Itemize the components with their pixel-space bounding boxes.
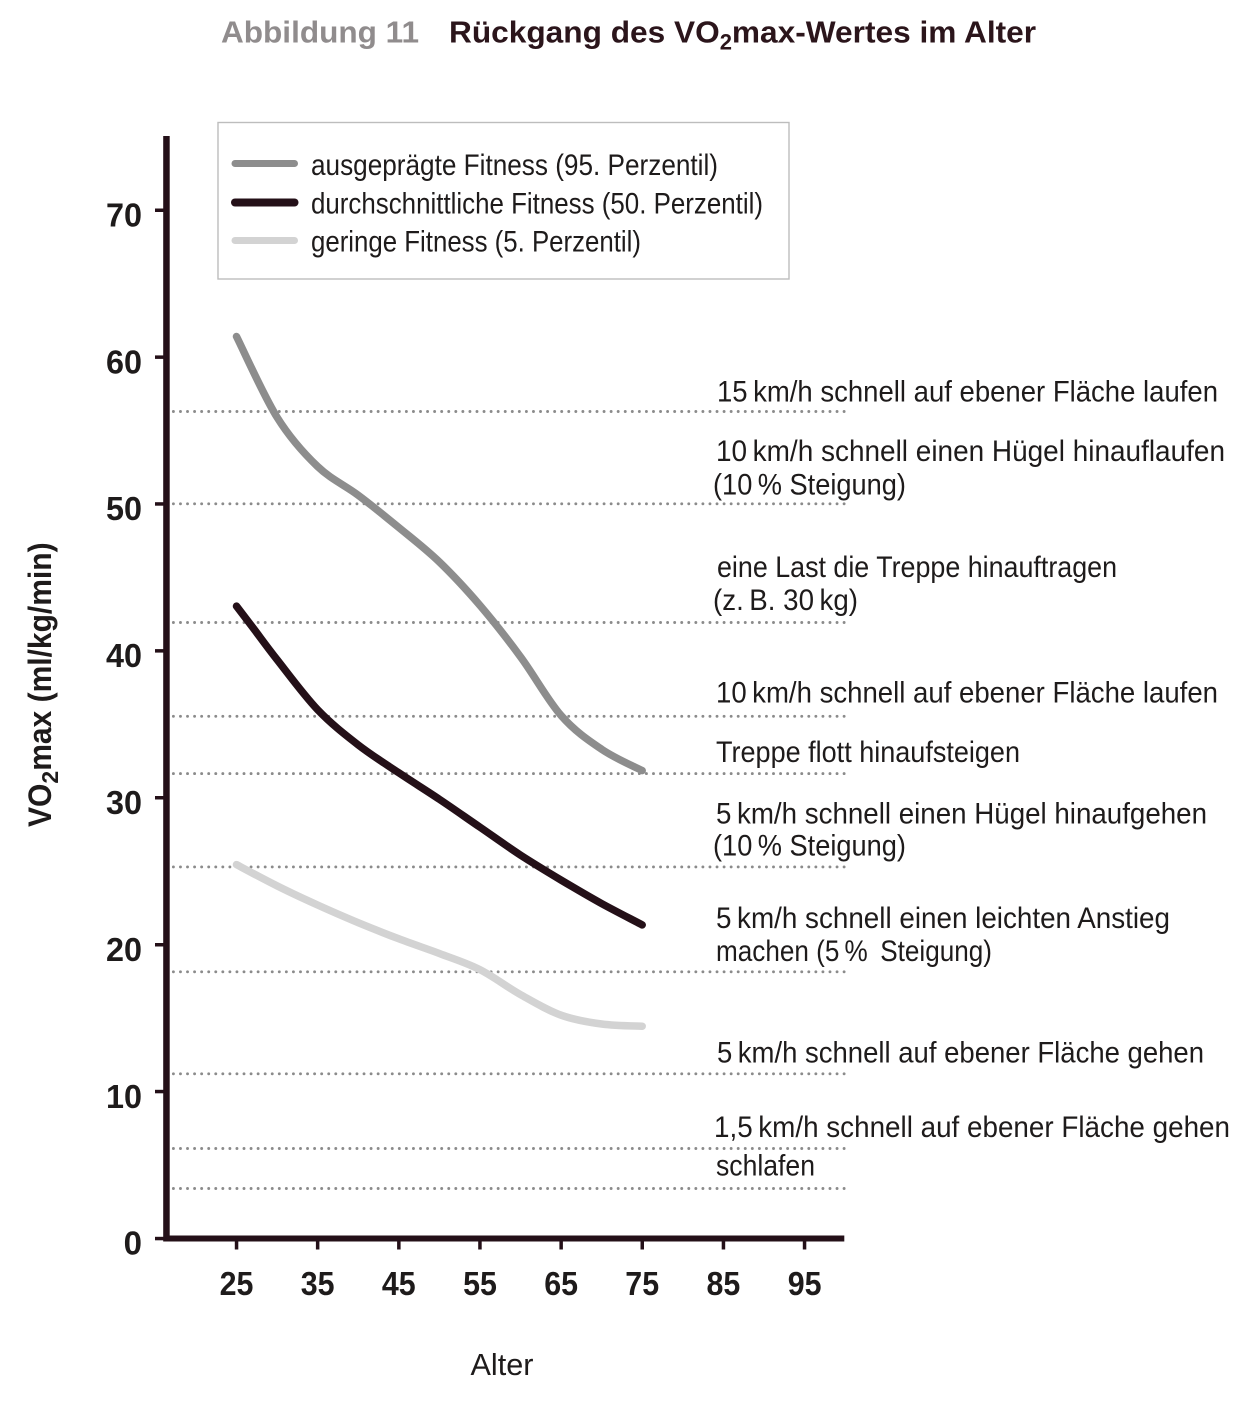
svg-text:Abbildung 11: Abbildung 11 [221, 15, 419, 49]
svg-text:10: 10 [106, 1078, 142, 1115]
svg-text:0: 0 [124, 1225, 142, 1262]
svg-text:50: 50 [106, 490, 142, 527]
svg-text:60: 60 [106, 343, 142, 380]
svg-text:VO2max (ml/kg/min): VO2max (ml/kg/min) [22, 542, 63, 827]
svg-text:(10 % Steigung): (10 % Steigung) [713, 469, 906, 502]
svg-text:eine Last die Treppe hinauftra: eine Last die Treppe hinauftragen [717, 551, 1117, 584]
svg-text:85: 85 [707, 1265, 741, 1302]
svg-text:durchschnittliche Fitness (50.: durchschnittliche Fitness (50. Perzentil… [311, 188, 763, 221]
svg-text:35: 35 [301, 1265, 335, 1302]
svg-text:15 km/h schnell auf ebener Flä: 15 km/h schnell auf ebener Fläche laufen [717, 376, 1218, 409]
svg-text:95: 95 [788, 1265, 822, 1302]
svg-text:40: 40 [106, 637, 142, 674]
svg-text:55: 55 [463, 1265, 497, 1302]
svg-text:geringe Fitness (5. Perzentil): geringe Fitness (5. Perzentil) [311, 226, 641, 259]
svg-text:70: 70 [106, 196, 142, 233]
svg-text:45: 45 [382, 1265, 416, 1302]
svg-text:Alter: Alter [471, 1347, 534, 1382]
svg-text:(z. B. 30 kg): (z. B. 30 kg) [713, 584, 858, 617]
svg-text:30: 30 [106, 784, 142, 821]
svg-text:machen (5 % Steigung): machen (5 % Steigung) [716, 935, 992, 968]
svg-text:25: 25 [220, 1265, 254, 1302]
svg-text:75: 75 [625, 1265, 659, 1302]
svg-text:20: 20 [106, 931, 142, 968]
svg-text:10 km/h schnell auf ebener Flä: 10 km/h schnell auf ebener Fläche laufen [716, 677, 1218, 710]
svg-text:5 km/h schnell einen Hügel hin: 5 km/h schnell einen Hügel hinaufgehen [716, 798, 1207, 831]
svg-text:schlafen: schlafen [716, 1150, 815, 1183]
svg-text:5 km/h schnell auf ebener Fläc: 5 km/h schnell auf ebener Fläche gehen [717, 1037, 1204, 1070]
svg-text:5 km/h schnell einen leichten: 5 km/h schnell einen leichten Anstieg [716, 902, 1170, 935]
svg-text:(10 % Steigung): (10 % Steigung) [713, 830, 906, 863]
svg-text:1,5 km/h schnell auf ebener Fl: 1,5 km/h schnell auf ebener Fläche gehen [714, 1111, 1230, 1144]
svg-text:Rückgang des VO2max-Wertes im: Rückgang des VO2max-Wertes im Alter [449, 15, 1036, 54]
svg-text:10 km/h schnell einen Hügel hi: 10 km/h schnell einen Hügel hinauflaufen [716, 435, 1225, 468]
svg-text:Treppe flott hinaufsteigen: Treppe flott hinaufsteigen [716, 736, 1020, 769]
svg-text:ausgeprägte Fitness (95. Perze: ausgeprägte Fitness (95. Perzentil) [311, 149, 718, 182]
svg-text:65: 65 [544, 1265, 578, 1302]
